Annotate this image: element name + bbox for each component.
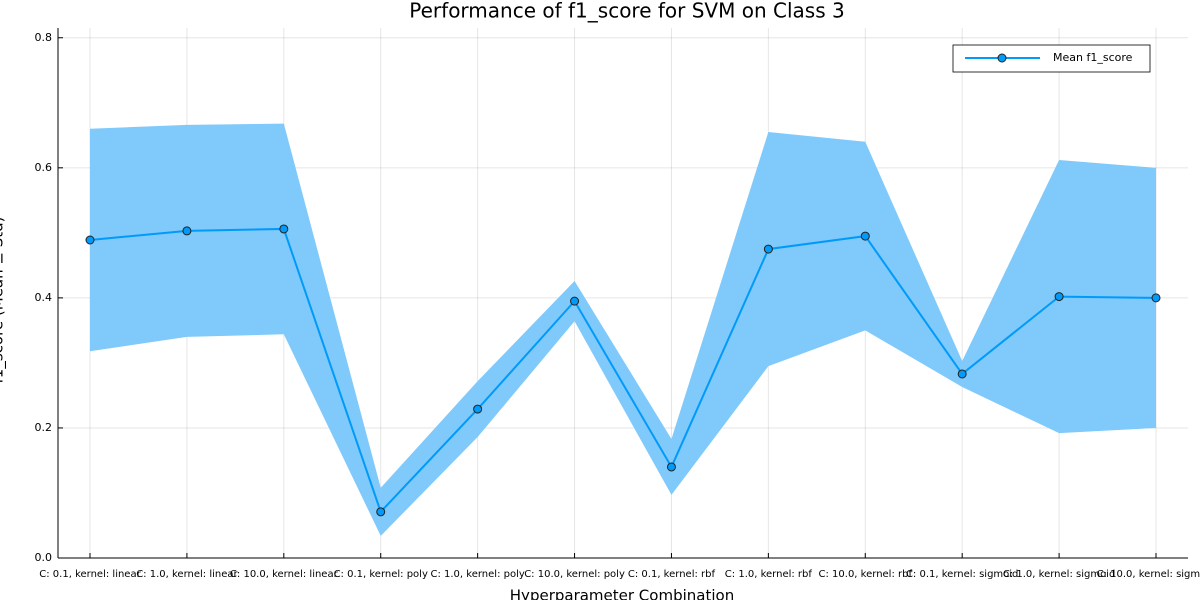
error-band [90,123,1156,536]
x-tick-label: C: 10.0, kernel: sigmoid [1097,569,1200,580]
y-axis-label: f1_score (Mean ± Std) [0,217,8,384]
x-tick-label: C: 1.0, kernel: poly [430,569,524,580]
point [1054,292,1064,302]
point [763,244,773,254]
x-tick-label: C: 1.0, kernel: linear [136,569,238,580]
legend-marker [997,53,1007,63]
x-tick-label: C: 10.0, kernel: linear [230,569,339,580]
point [666,462,676,472]
x-tick-label: C: 0.1, kernel: sigmoid [906,569,1018,580]
x-tick-label: C: 1.0, kernel: sigmoid [1003,569,1115,580]
x-tick-label: C: 10.0, kernel: poly [524,569,625,580]
point [1151,293,1161,303]
line [89,227,1157,514]
point [85,235,95,245]
y-tick-label: 0.2 [35,421,53,434]
point [957,369,967,379]
y-tick-label: 0.0 [35,551,53,564]
x-axis-label: Hyperparameter Combination [510,587,734,600]
legend-label: Mean f1_score [1053,51,1133,64]
point [279,224,289,234]
y-tick-label: 0.8 [35,31,53,44]
x-tick-label: C: 0.1, kernel: poly [334,569,428,580]
chart-title: Performance of f1_score for SVM on Class… [409,0,844,23]
point [860,231,870,241]
x-tick-label: C: 10.0, kernel: rbf [819,569,913,580]
x-tick-label: C: 1.0, kernel: rbf [725,569,813,580]
point [473,404,483,414]
x-tick-label: C: 0.1, kernel: linear [39,569,141,580]
point [182,226,192,236]
point [376,507,386,517]
x-tick-label: C: 0.1, kernel: rbf [628,569,716,580]
point [570,296,580,306]
y-tick-label: 0.4 [35,291,53,304]
y-tick-label: 0.6 [35,161,53,174]
